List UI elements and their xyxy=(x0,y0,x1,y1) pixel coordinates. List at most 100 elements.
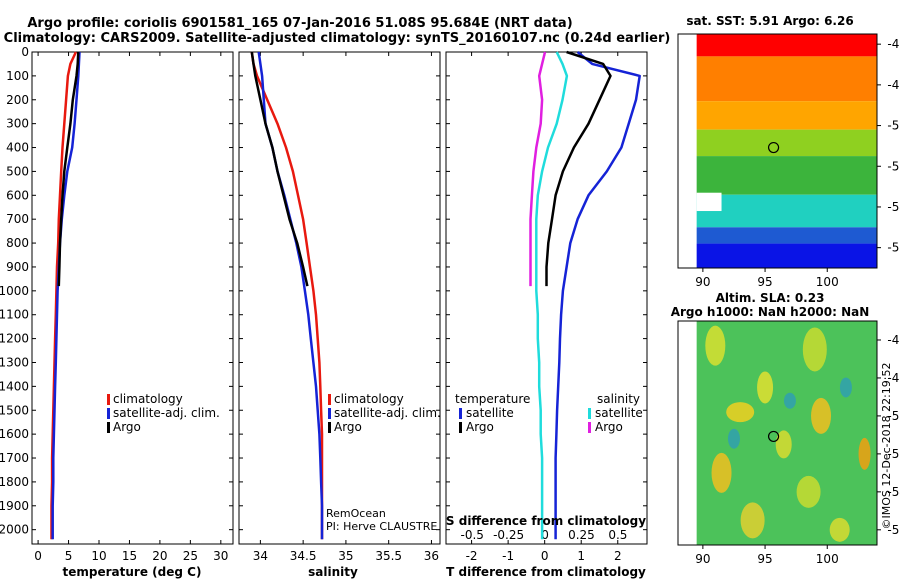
sla-anomaly xyxy=(802,327,827,372)
top-tick-label: -0.5 xyxy=(461,528,484,542)
depth-tick-label: 1200 xyxy=(0,332,29,346)
x-tick-label: 10 xyxy=(91,549,106,563)
land-mask xyxy=(696,192,722,212)
x-tick-label: -2 xyxy=(466,549,478,563)
top-tick-label: -0.25 xyxy=(493,528,524,542)
annotation-line1: RemOcean xyxy=(326,507,386,520)
depth-tick-label: 200 xyxy=(6,93,29,107)
lat-tick-label: -50 xyxy=(887,409,900,423)
x-tick-label: 35 xyxy=(338,549,353,563)
legend-label-s-argo: Argo xyxy=(595,420,623,434)
lat-tick-label: -52 xyxy=(887,447,900,461)
legend-swatch-satellite xyxy=(328,408,331,419)
map-frame xyxy=(677,320,878,546)
depth-tick-label: 1300 xyxy=(0,355,29,369)
legend-label-t-satellite: satellite xyxy=(466,406,514,420)
sla-map-title1: Altim. SLA: 0.23 xyxy=(716,291,825,305)
lon-tick-label: 100 xyxy=(816,552,839,566)
series-line-argo xyxy=(250,51,309,287)
sla-anomaly xyxy=(796,475,821,508)
legend-label-climatology: climatology xyxy=(113,392,183,406)
depth-tick-label: 500 xyxy=(6,164,29,178)
figure-title-line2: Climatology: CARS2009. Satellite-adjuste… xyxy=(4,31,671,46)
legend-swatch-t-argo xyxy=(459,422,462,433)
sst-band xyxy=(696,129,877,157)
depth-tick-label: 1400 xyxy=(0,379,29,393)
sla-anomaly xyxy=(757,371,774,404)
sla-anomaly xyxy=(811,397,832,434)
legend-swatch-argo xyxy=(328,422,331,433)
lon-tick-label: 95 xyxy=(757,275,772,289)
legend-label-t-argo: Argo xyxy=(466,420,494,434)
x-tick-label: 0 xyxy=(34,549,42,563)
depth-tick-label: 1100 xyxy=(0,308,29,322)
depth-tick-label: 800 xyxy=(6,236,29,250)
series-line-satellite-adj-clim- xyxy=(257,51,324,540)
sst-map-title: sat. SST: 5.91 Argo: 6.26 xyxy=(686,14,853,28)
legend-title-salinity: salinity xyxy=(597,392,640,406)
series-line-s-argo xyxy=(529,51,547,287)
difference-legend: temperature satellite Argo salinity sate… xyxy=(455,392,643,434)
x-tick-label: 35.5 xyxy=(375,549,402,563)
depth-axis: 0 100 200 300 400 500 600 700 800 900 1000 1100 1200… xyxy=(0,45,29,537)
x-tick-label: 2 xyxy=(614,549,622,563)
float-marker xyxy=(767,141,780,154)
legend-swatch-climatology xyxy=(107,394,110,405)
top-tick-label: 0.5 xyxy=(608,528,627,542)
lat-tick-label: -46 xyxy=(887,37,900,51)
depth-tick-label: 400 xyxy=(6,141,29,155)
sla-map: -46 -48 -50 -52 -54 -56 90 95 100 xyxy=(677,320,900,566)
salinity-panel: 34 34.5 35 35.5 36 xyxy=(238,51,441,563)
depth-tick-label: 100 xyxy=(6,69,29,83)
lon-tick-label: 100 xyxy=(816,275,839,289)
depth-tick-label: 1800 xyxy=(0,475,29,489)
lat-tick-label: -54 xyxy=(887,485,900,499)
x-tick-label: 1 xyxy=(577,549,585,563)
top-tick-label: 0.25 xyxy=(568,528,595,542)
series-line-t-satellite xyxy=(554,51,641,540)
map-frame xyxy=(677,33,878,269)
sla-anomaly xyxy=(740,502,765,539)
sst-map: -46 -48 -50 -52 -54 -56 90 95 100 xyxy=(677,33,900,289)
lon-tick-label: 95 xyxy=(757,552,772,566)
top-tick-label: 0 xyxy=(541,528,549,542)
sla-anomaly xyxy=(705,325,726,366)
sst-band xyxy=(696,156,877,195)
temperature-xlabel: temperature (deg C) xyxy=(63,565,202,579)
lat-tick-label: -56 xyxy=(887,241,900,255)
panel-frame xyxy=(238,51,441,545)
float-marker xyxy=(767,430,780,443)
depth-tick-label: 1900 xyxy=(0,499,29,513)
sst-band xyxy=(696,34,877,57)
sla-map-title2: Argo h1000: NaN h2000: NaN xyxy=(671,305,870,319)
legend-label-s-satellite: satellite xyxy=(595,406,643,420)
legend-swatch-s-argo xyxy=(588,422,591,433)
lat-tick-label: -52 xyxy=(887,159,900,173)
temperature-legend: climatology satellite-adj. clim. Argo xyxy=(107,392,220,434)
lat-tick-label: -54 xyxy=(887,200,900,214)
x-tick-label: 5 xyxy=(65,549,73,563)
salinity-legend: climatology satellite-adj. clim. Argo xyxy=(328,392,441,434)
sla-anomaly xyxy=(858,437,871,470)
sst-band xyxy=(696,194,877,228)
annotation-line2: PI: Herve CLAUSTRE xyxy=(326,520,437,533)
legend-swatch-argo xyxy=(107,422,110,433)
depth-tick-label: 300 xyxy=(6,117,29,131)
sla-anomaly xyxy=(711,452,732,493)
series-line-argo xyxy=(57,51,80,287)
lat-tick-label: -50 xyxy=(887,119,900,133)
legend-label-argo: Argo xyxy=(334,420,362,434)
sst-band xyxy=(696,243,877,268)
sst-band xyxy=(696,227,877,244)
series-line-t-argo xyxy=(545,50,612,287)
series-line-climatology xyxy=(250,51,324,540)
lon-tick-label: 90 xyxy=(695,275,710,289)
legend-label-satellite: satellite-adj. clim. xyxy=(334,406,441,420)
figure-title-line1: Argo profile: coriolis 6901581_165 07-Ja… xyxy=(27,16,572,31)
lat-tick-label: -48 xyxy=(887,371,900,385)
x-tick-label: 36 xyxy=(424,549,439,563)
x-tick-label: 34 xyxy=(253,549,268,563)
x-tick-label: 25 xyxy=(183,549,198,563)
depth-tick-label: 1500 xyxy=(0,403,29,417)
